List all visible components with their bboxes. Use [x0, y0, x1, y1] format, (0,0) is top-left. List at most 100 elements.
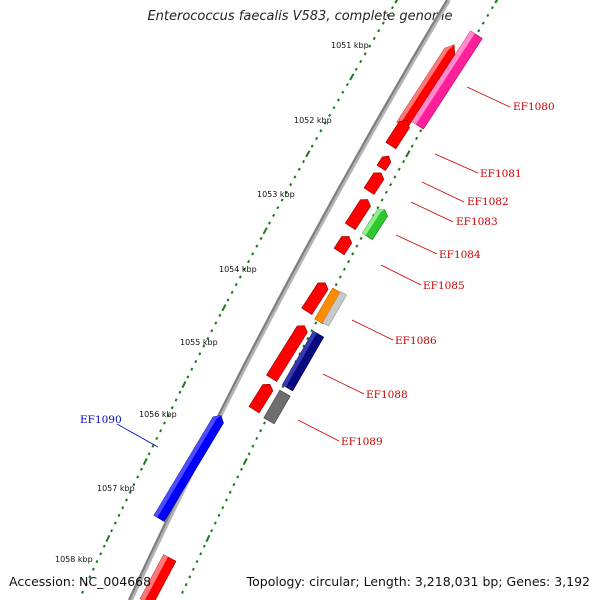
kbp-tick — [368, 44, 372, 48]
kbp-tick — [202, 344, 206, 348]
kbp-tick — [181, 381, 187, 389]
kbp-tick — [140, 467, 143, 471]
kbp-tick — [174, 398, 178, 402]
gene-ef1090[interactable] — [153, 412, 226, 522]
gene-ef1088-red[interactable] — [266, 323, 309, 382]
feature-track-tick — [314, 321, 318, 325]
feature-track-tick — [490, 6, 494, 10]
kbp-tick — [319, 129, 323, 133]
kbp-tick — [84, 582, 88, 587]
kbp-tick — [372, 36, 376, 41]
kbp-tick — [354, 67, 358, 71]
kbp-tick — [390, 6, 394, 10]
kbp-tick — [206, 336, 210, 341]
feature-track-tick — [355, 244, 359, 248]
gene-ef1089-red[interactable] — [248, 381, 275, 414]
feature-track-tick — [228, 490, 232, 494]
kbp-tick — [142, 457, 148, 466]
kbp-tick — [121, 506, 125, 510]
kbp-tick — [394, 0, 399, 4]
kbp-tick — [221, 304, 227, 312]
gene-ef1084-green[interactable] — [361, 206, 389, 241]
feature-track-tick — [397, 167, 401, 171]
kbp-tick — [305, 150, 311, 158]
kbp-tick — [323, 121, 327, 125]
feature-track-tick — [188, 575, 192, 579]
feature-track-tick — [217, 513, 221, 518]
feature-track-tick — [310, 329, 314, 333]
kbp-tick — [315, 136, 319, 141]
gene-bottom-partial[interactable] — [139, 554, 177, 600]
gene-ef1083[interactable] — [363, 170, 386, 195]
feature-track-tick — [415, 136, 419, 141]
kbp-label: 1057 kbp — [97, 484, 135, 493]
gene-label-ef1081[interactable]: EF1081 — [480, 168, 522, 180]
gene-label-ef1082[interactable]: EF1082 — [467, 196, 509, 208]
gene-ef1086-lightgray[interactable] — [322, 291, 347, 327]
kbp-tick — [91, 567, 95, 571]
kbp-tick — [293, 175, 297, 179]
kbp-tick — [117, 513, 121, 518]
gene-ef1088-navy[interactable] — [281, 330, 325, 392]
gene-labels: EF1080 EF1081 EF1082 EF1083 EF1084 EF108… — [80, 101, 555, 448]
kbp-tick — [151, 444, 155, 448]
kbp-tick — [259, 236, 263, 241]
kbp-tick — [155, 436, 159, 441]
kbp-tick — [194, 359, 198, 364]
gene-label-ef1089[interactable]: EF1089 — [341, 436, 383, 448]
kbp-tick — [218, 313, 222, 317]
kbp-tick — [336, 98, 340, 102]
feature-track-tick — [384, 190, 388, 194]
kbp-tick — [359, 59, 363, 64]
kbp-tick — [198, 352, 202, 356]
feature-track-tick — [251, 444, 255, 448]
kbp-tick — [110, 529, 114, 533]
kbp-tick — [341, 90, 345, 94]
kbp-tick — [238, 275, 242, 279]
label-connectors — [116, 86, 511, 448]
kbp-tick — [210, 329, 214, 333]
kbp-tick — [105, 534, 111, 543]
gene-label-ef1090[interactable]: EF1090 — [80, 414, 122, 426]
kbp-label: 1058 kbp — [55, 555, 93, 564]
kbp-tick — [345, 82, 349, 87]
gene-label-ef1084[interactable]: EF1084 — [439, 249, 481, 261]
gene-label-ef1086[interactable]: EF1086 — [395, 335, 437, 347]
kbp-tick — [230, 290, 234, 294]
gene-ef1080-pink[interactable] — [411, 30, 483, 130]
feature-track-tick — [259, 429, 263, 433]
kbp-tick — [166, 413, 170, 417]
gene-ef1082[interactable] — [376, 153, 393, 172]
feature-track-tick — [242, 457, 248, 466]
gene-label-ef1083[interactable]: EF1083 — [456, 216, 498, 228]
feature-track-tick — [236, 475, 240, 479]
feature-track-tick — [199, 552, 203, 556]
gene-label-ef1085[interactable]: EF1085 — [423, 280, 465, 292]
feature-track-tick — [210, 529, 214, 533]
gene-ef1089-gray[interactable] — [263, 389, 291, 425]
kbp-tick — [170, 406, 174, 410]
gene-features — [139, 30, 483, 600]
gene-label-ef1088[interactable]: EF1088 — [366, 389, 408, 401]
gene-ef1085[interactable] — [333, 233, 354, 256]
gene-label-ef1080[interactable]: EF1080 — [513, 101, 555, 113]
kbp-tick — [310, 144, 314, 148]
feature-track-tick — [298, 352, 302, 356]
gene-ef1086-red[interactable] — [301, 279, 331, 315]
gene-ef1084-red[interactable] — [344, 196, 372, 231]
kbp-tick — [234, 283, 238, 287]
feature-track-tick — [494, 0, 499, 4]
feature-track-tick — [181, 590, 185, 594]
feature-track-tick — [247, 452, 251, 456]
kbp-tick — [242, 267, 246, 271]
kbp-tick — [226, 298, 230, 302]
gene-ef1081[interactable] — [385, 117, 412, 150]
feature-track-tick — [477, 29, 481, 33]
kbp-tick — [95, 559, 99, 564]
kbp-tick — [332, 106, 336, 110]
kbp-tick — [128, 490, 132, 494]
kbp-tick — [363, 52, 367, 56]
kbp-tick — [214, 321, 218, 325]
